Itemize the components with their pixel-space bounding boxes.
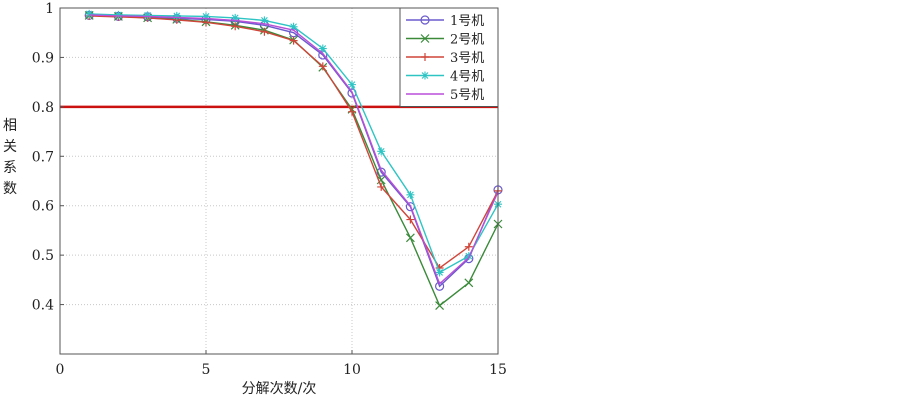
data-point bbox=[85, 9, 94, 18]
y-tick-label: 0.5 bbox=[32, 248, 54, 264]
data-point bbox=[464, 278, 474, 288]
legend-entry: 2号机 bbox=[406, 33, 484, 48]
legend-label: 1号机 bbox=[450, 14, 484, 29]
legend-label: 2号机 bbox=[450, 33, 484, 48]
data-point bbox=[348, 80, 356, 89]
series-group bbox=[85, 9, 502, 277]
data-point bbox=[435, 268, 444, 277]
series-group bbox=[89, 14, 499, 286]
y-tick-label: 0.7 bbox=[32, 149, 54, 165]
x-tick-label: 10 bbox=[343, 362, 361, 378]
x-axis-label: 分解次数/次 bbox=[242, 381, 317, 397]
data-point bbox=[420, 34, 430, 43]
x-tick-label: 0 bbox=[56, 362, 65, 378]
data-point bbox=[289, 36, 298, 45]
data-point bbox=[377, 147, 386, 156]
data-point bbox=[406, 190, 415, 199]
x-tick-label: 5 bbox=[202, 362, 211, 378]
x-tick-label: 15 bbox=[489, 362, 507, 378]
data-point bbox=[421, 53, 429, 61]
legend-entry: 4号机 bbox=[406, 70, 484, 85]
data-point bbox=[421, 71, 429, 80]
legend-label: 3号机 bbox=[450, 51, 484, 66]
y-axis-label: 相关系数 bbox=[3, 118, 17, 197]
legend-label: 4号机 bbox=[450, 70, 484, 85]
data-point bbox=[435, 301, 445, 310]
data-point bbox=[406, 215, 415, 224]
y-tick-label: 0.9 bbox=[32, 50, 54, 66]
y-tick-label: 1 bbox=[45, 1, 54, 17]
axis-ticks: 0 5 10 15 0.4 0.5 0.6 0.7 0.8 0.9 1 bbox=[32, 1, 507, 378]
series-group bbox=[85, 11, 502, 272]
data-point bbox=[376, 175, 386, 185]
grid bbox=[60, 8, 498, 354]
data-point bbox=[260, 27, 269, 36]
legend: 1号机 2号机 3号机 4号机 5号机 bbox=[399, 7, 499, 107]
series-layer bbox=[84, 9, 503, 310]
plot-frame bbox=[59, 7, 499, 355]
y-tick-label: 0.6 bbox=[32, 199, 54, 215]
data-point bbox=[318, 62, 327, 71]
series-line bbox=[89, 14, 499, 286]
data-point bbox=[143, 11, 152, 20]
data-point bbox=[464, 242, 473, 251]
data-point bbox=[231, 13, 240, 22]
y-tick-label: 0.4 bbox=[32, 298, 54, 314]
data-point bbox=[289, 22, 298, 31]
data-point bbox=[114, 10, 123, 19]
data-point bbox=[405, 233, 415, 243]
data-point bbox=[377, 182, 386, 191]
y-axis-label-char: 关 bbox=[3, 139, 17, 155]
y-axis-label-char: 相 bbox=[3, 118, 17, 134]
data-point bbox=[348, 107, 356, 116]
legend-entry: 5号机 bbox=[406, 88, 484, 103]
legend-label: 5号机 bbox=[450, 88, 484, 103]
y-axis-label-char: 系 bbox=[3, 160, 17, 176]
data-point bbox=[231, 22, 240, 31]
legend-entry: 1号机 bbox=[406, 14, 484, 29]
data-point bbox=[318, 44, 327, 53]
data-point bbox=[202, 12, 210, 21]
y-tick-label: 0.8 bbox=[32, 100, 54, 116]
data-point bbox=[172, 11, 181, 20]
y-axis-label-char: 数 bbox=[3, 181, 17, 197]
data-point bbox=[420, 15, 430, 25]
data-point bbox=[260, 16, 269, 25]
legend-entry: 3号机 bbox=[406, 51, 484, 66]
